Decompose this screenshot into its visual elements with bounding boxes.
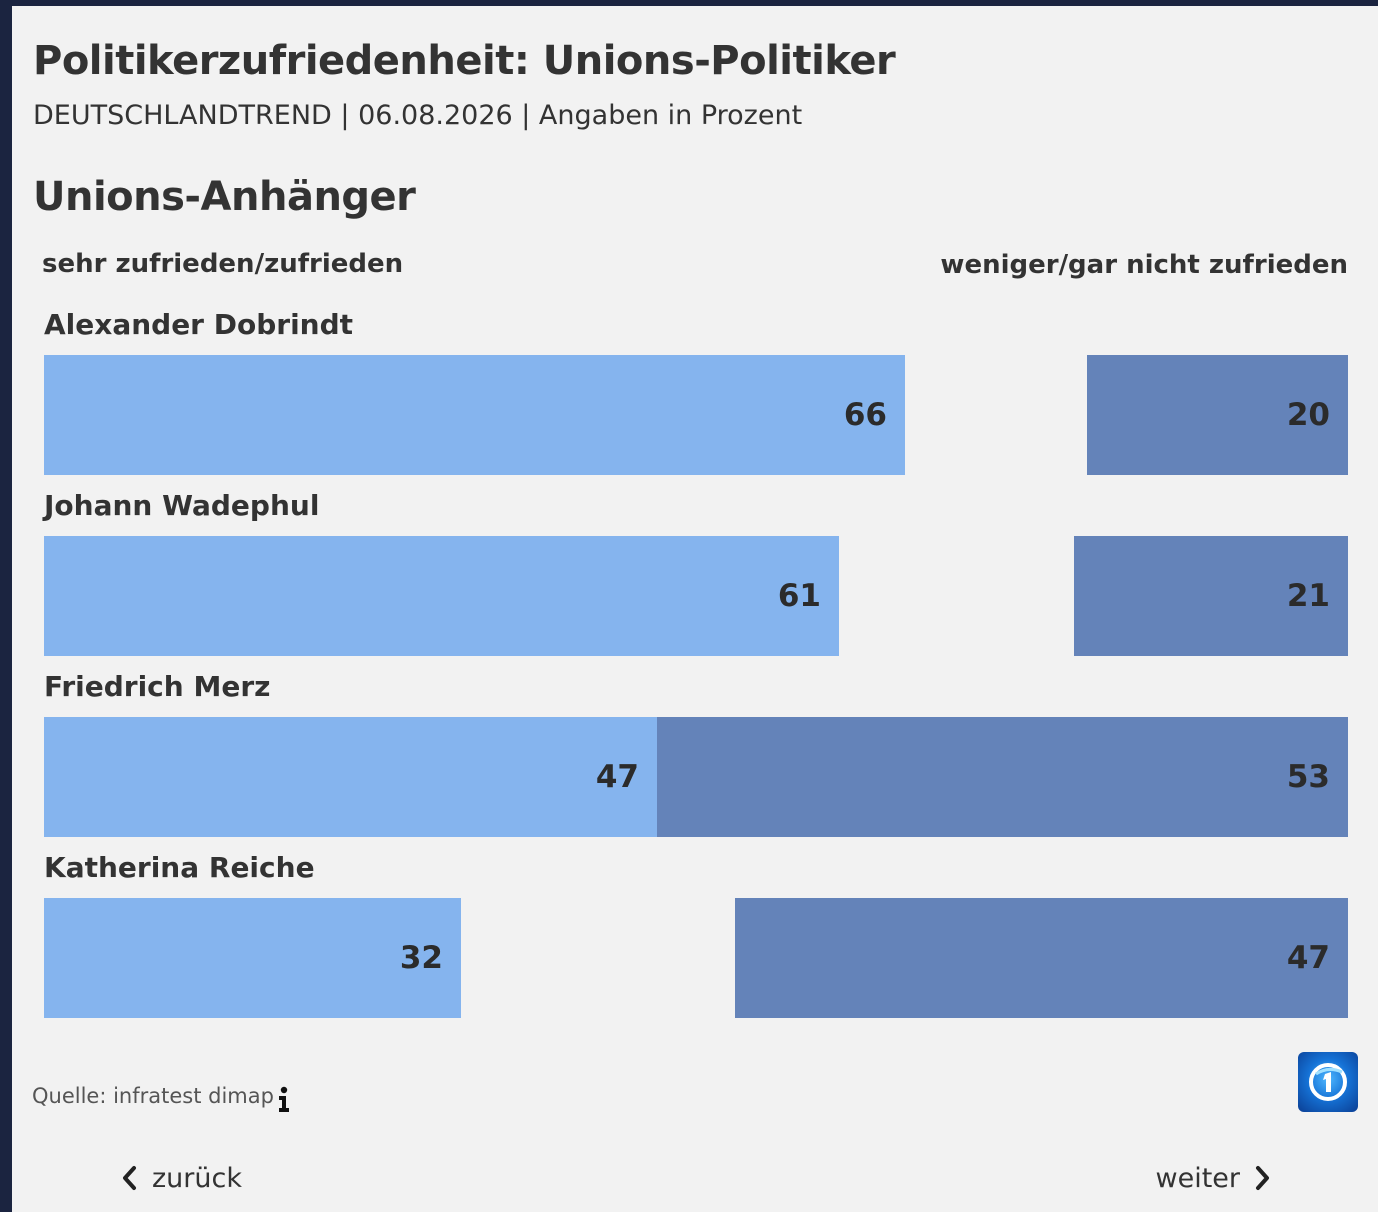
source-text: Quelle: infratest dimap (32, 1084, 274, 1108)
bar-satisfied: 66 (44, 355, 905, 475)
bar-satisfied: 32 (44, 898, 461, 1018)
bar-value-label: 66 (843, 397, 887, 433)
tagesschau-logo-icon (1298, 1052, 1358, 1112)
row-label: Johann Wadephul (44, 489, 320, 522)
row-label: Alexander Dobrindt (44, 308, 354, 341)
bar-value-label: 61 (777, 578, 821, 614)
bar-dissatisfied: 53 (657, 717, 1348, 837)
back-label: zurück (152, 1162, 242, 1194)
bar-dissatisfied: 20 (1087, 355, 1348, 475)
chevron-right-icon (1256, 1166, 1269, 1190)
page-subtitle: DEUTSCHLANDTREND | 06.08.2026 | Angaben … (33, 100, 803, 131)
next-label: weiter (1155, 1162, 1241, 1194)
bar-dissatisfied: 21 (1074, 536, 1348, 656)
next-button[interactable]: weiter (1156, 1158, 1273, 1198)
bar-value-label: 47 (1286, 940, 1330, 976)
bar-value-label: 32 (399, 940, 443, 976)
legend-positive: sehr zufrieden/zufrieden (42, 249, 404, 279)
info-icon[interactable] (274, 1084, 294, 1114)
row-label: Friedrich Merz (44, 670, 271, 703)
legend-negative: weniger/gar nicht zufrieden (940, 250, 1348, 280)
section-title: Unions-Anhänger (33, 174, 416, 220)
bar-dissatisfied: 47 (735, 898, 1348, 1018)
page-title: Politikerzufriedenheit: Unions-Politiker (33, 38, 896, 84)
chart-panel: Politikerzufriedenheit: Unions-Politiker… (12, 6, 1378, 1212)
bar-satisfied: 61 (44, 536, 839, 656)
bar-value-label: 21 (1286, 578, 1330, 614)
row-label: Katherina Reiche (44, 851, 315, 884)
back-button[interactable]: zurück (120, 1158, 242, 1198)
bar-value-label: 20 (1286, 397, 1330, 433)
chevron-left-icon (123, 1166, 136, 1190)
bar-satisfied: 47 (44, 717, 657, 837)
bar-value-label: 47 (595, 759, 639, 795)
bar-value-label: 53 (1286, 759, 1330, 795)
